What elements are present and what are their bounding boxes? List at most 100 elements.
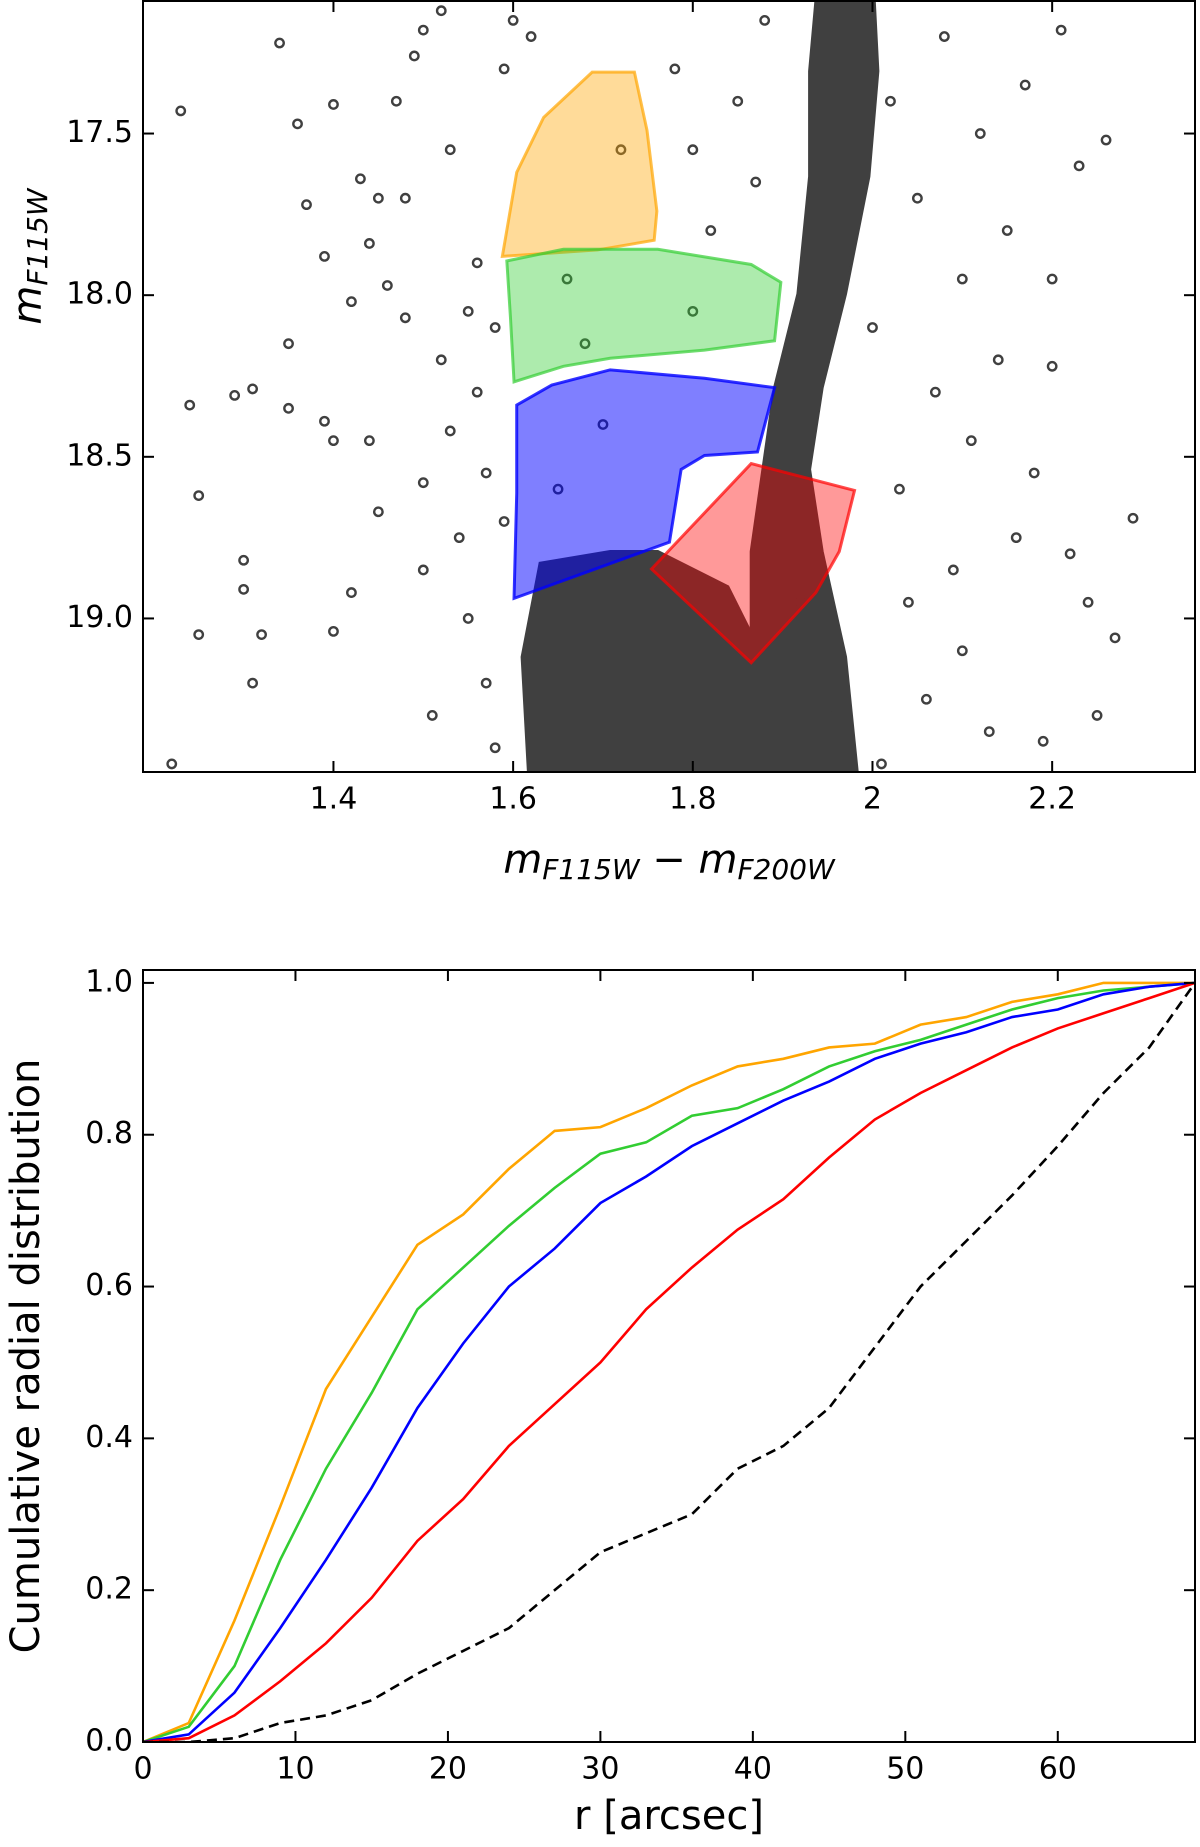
star-point [363,435,375,447]
star-point [759,14,771,26]
star-point [238,554,250,566]
star-point [417,564,429,576]
star-point [947,564,959,576]
y-tick-label: 0.2 [85,1572,133,1607]
x-tick-label: 10 [276,1752,314,1787]
cumulative-line [143,981,1195,1742]
star-point [1019,79,1031,91]
star-point [319,250,330,262]
plot-area [166,1,1139,772]
star-point [750,176,762,188]
star-point [193,490,205,502]
star-point [507,14,519,26]
star-point [444,144,456,156]
star-point [399,192,411,204]
star-point [372,192,384,204]
star-point [417,24,429,36]
star-point [822,710,833,721]
x-tick-label: 20 [429,1752,467,1787]
star-point [238,583,250,595]
star-point [274,37,285,49]
star-point [256,629,267,641]
x-tick-label: 2 [863,782,882,817]
axis-label: mF115W − mF200W [503,837,836,886]
star-point [1046,360,1058,372]
star-point [903,596,914,608]
star-point [615,144,627,156]
selection-region [512,368,777,601]
star-point [956,273,968,285]
y-tick-label: 17.5 [66,115,133,150]
label-text: − m [640,837,738,883]
star-point [1028,467,1040,479]
star-point [319,415,330,427]
star-point [1073,160,1085,172]
star-point [247,383,259,395]
star-point [732,95,744,107]
star-point [1091,710,1103,721]
star-point [840,47,851,59]
y-tick-label: 19.0 [66,600,133,635]
x-tick-label: 60 [1039,1752,1077,1787]
star-point [381,280,393,291]
star-point [1055,24,1067,36]
x-tick-label: 50 [886,1752,924,1787]
selection-region [500,70,659,259]
star-point [965,435,977,447]
star-point [956,645,968,657]
star-point [229,389,241,401]
star-point [444,425,456,437]
star-point [399,312,411,324]
star-point [498,63,510,75]
star-point [885,95,896,107]
star-point [1037,735,1049,747]
cumulative-line [143,981,1195,1742]
plot-area [143,981,1195,1742]
star-point [894,483,905,495]
star-point [1082,596,1094,608]
x-tick-label: 40 [734,1752,772,1787]
selection-region [505,247,783,384]
star-point [498,516,510,527]
star-point [489,322,501,333]
label-text: m [503,837,542,883]
star-point [175,105,187,117]
star-point [992,354,1004,366]
star-point [929,386,941,398]
star-point [579,338,591,350]
axes-frame [142,969,1196,1743]
star-point [1010,532,1022,544]
star-point [1001,225,1013,236]
star-point [480,467,492,479]
star-point [1109,632,1121,644]
star-point [471,257,483,269]
label-text: m [5,286,51,325]
star-point [301,199,312,211]
star-point [453,532,465,544]
axis-label: mF115W [5,187,54,325]
label-subscript: F115W [542,853,641,886]
star-point [938,31,950,42]
cumulative-line [143,982,1195,1742]
star-point [480,677,492,689]
star-point [283,402,294,414]
star-point [328,625,339,637]
star-point [525,31,537,42]
x-tick-label: 2.2 [1028,782,1076,817]
x-tick-label: 1.4 [310,782,358,817]
y-tick-label: 0.4 [85,1420,133,1455]
star-point [687,144,699,156]
star-point [1046,273,1058,285]
y-tick-label: 18.0 [66,277,133,312]
y-tick-label: 1.0 [85,964,133,999]
star-point [669,63,681,75]
star-point [983,726,995,737]
star-point [1127,512,1139,524]
axes-frame [142,0,1196,773]
star-point [561,273,573,285]
star-point [363,238,375,249]
star-point [355,173,366,185]
x-tick-label: 1.6 [489,782,537,817]
star-point [346,587,357,598]
